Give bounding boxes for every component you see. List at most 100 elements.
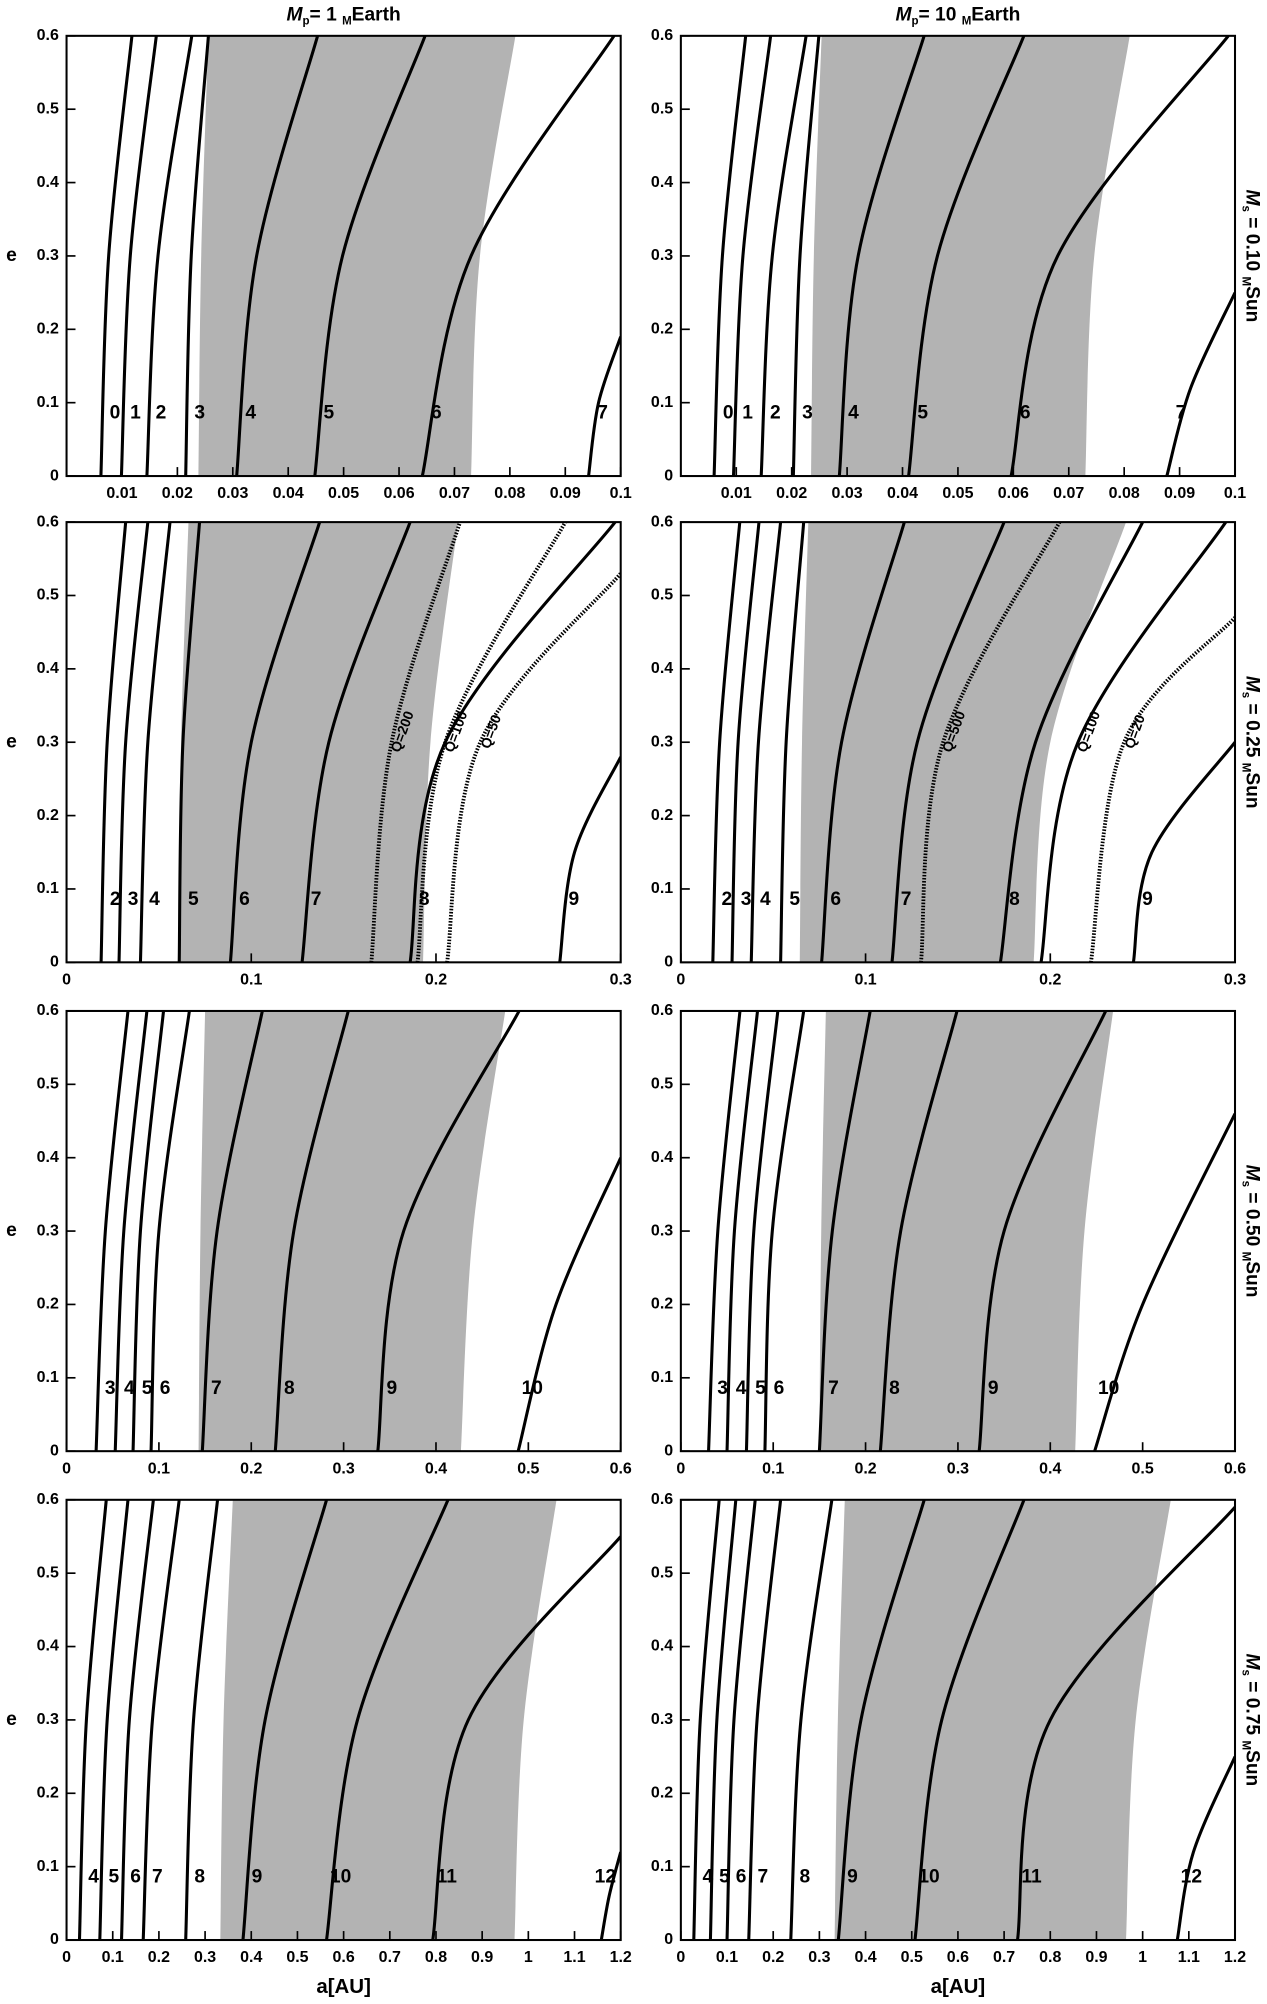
row-label: Ms = 0.10 MSun bbox=[1240, 190, 1263, 323]
contour-line bbox=[408, 522, 617, 963]
contour-line bbox=[587, 336, 621, 477]
contour-line bbox=[913, 1499, 1026, 1941]
y-tick-label: 0.5 bbox=[651, 1076, 673, 1093]
y-tick-label: 0.1 bbox=[651, 1369, 673, 1386]
x-tick-label: 0.04 bbox=[887, 485, 918, 502]
plot-area bbox=[99, 35, 621, 477]
contour-label: 5 bbox=[324, 403, 335, 424]
y-tick-label: 0.4 bbox=[37, 660, 59, 677]
habitable-zone bbox=[198, 1010, 506, 1452]
x-tick-label: 0.6 bbox=[947, 1949, 969, 1966]
contour-line bbox=[117, 522, 150, 963]
x-tick-label: 0.5 bbox=[286, 1949, 308, 1966]
contour-line bbox=[131, 1010, 166, 1452]
contour-line bbox=[119, 35, 158, 477]
y-tick-label: 0.6 bbox=[37, 513, 59, 530]
row-label-part: s bbox=[1240, 1670, 1252, 1676]
y-tick-label: 0.2 bbox=[37, 1784, 59, 1801]
contour-line bbox=[836, 1499, 926, 1941]
y-tick-label: 0.6 bbox=[37, 27, 59, 44]
row-label: Ms = 0.25 MSun bbox=[1240, 676, 1263, 809]
contour-line bbox=[711, 522, 742, 963]
x-tick-label: 0.6 bbox=[1224, 1460, 1246, 1477]
x-tick-label: 0.6 bbox=[610, 1460, 632, 1477]
column-title-part: Earth bbox=[971, 4, 1020, 25]
contour-label: 7 bbox=[757, 1867, 768, 1888]
contour-label: 8 bbox=[194, 1867, 205, 1888]
x-tick-label: 0.3 bbox=[194, 1949, 216, 1966]
y-axis-label: e bbox=[6, 245, 17, 266]
y-tick-label: 0.2 bbox=[651, 321, 673, 338]
y-tick-label: 0 bbox=[50, 467, 59, 484]
y-tick-label: 0 bbox=[50, 1931, 59, 1948]
x-tick-label: 0.02 bbox=[162, 485, 193, 502]
x-tick-label: 0.3 bbox=[333, 1460, 355, 1477]
contour-line bbox=[763, 1010, 806, 1452]
q-label: Q=100 bbox=[1074, 709, 1104, 755]
x-tick-label: 0.1 bbox=[240, 971, 262, 988]
y-tick-label: 0 bbox=[664, 1442, 673, 1459]
y-tick-label: 0.6 bbox=[651, 1491, 673, 1508]
contour-line bbox=[1175, 1755, 1236, 1941]
contour-label: 4 bbox=[736, 1378, 747, 1399]
plot-area bbox=[707, 1010, 1236, 1452]
q-curve bbox=[445, 572, 621, 963]
contour-label: 4 bbox=[245, 403, 256, 424]
contour-label: 2 bbox=[770, 403, 781, 424]
y-tick-label: 0.2 bbox=[651, 1784, 673, 1801]
panel: 4 5 6 7 8 9 10 11 120 0.1 0.2 0.3 0.4 0.5 0.6 0.7 0.8 0.9… bbox=[6, 1491, 632, 1998]
contour-line bbox=[599, 1851, 621, 1941]
contour-label: 4 bbox=[88, 1867, 99, 1888]
x-tick-label: 0.08 bbox=[1109, 485, 1140, 502]
y-tick-label: 0.5 bbox=[651, 587, 673, 604]
habitable-zone bbox=[198, 35, 516, 477]
x-tick-label: 1.1 bbox=[1178, 1949, 1200, 1966]
contour-label: 6 bbox=[431, 403, 442, 424]
contour-label: 7 bbox=[152, 1867, 163, 1888]
x-tick-label: 0.1 bbox=[148, 1460, 170, 1477]
row-label-part: s bbox=[1240, 206, 1252, 212]
x-tick-label: 0 bbox=[676, 1460, 685, 1477]
x-tick-label: 0.1 bbox=[1224, 485, 1246, 502]
x-tick-label: 0.5 bbox=[901, 1949, 923, 1966]
contour-label: 0 bbox=[110, 403, 121, 424]
y-tick-label: 0 bbox=[50, 1442, 59, 1459]
contour-label: 2 bbox=[722, 889, 733, 910]
contour-line bbox=[730, 522, 761, 963]
x-tick-label: 0.7 bbox=[993, 1949, 1015, 1966]
contour-label: 5 bbox=[109, 1867, 120, 1888]
x-tick-label: 0.9 bbox=[1085, 1949, 1107, 1966]
x-tick-label: 0.03 bbox=[217, 485, 248, 502]
x-tick-label: 1.1 bbox=[563, 1949, 585, 1966]
contour-label: 3 bbox=[105, 1378, 116, 1399]
plot-area bbox=[99, 522, 621, 963]
x-tick-label: 1.2 bbox=[610, 1949, 632, 1966]
contour-line bbox=[907, 35, 1026, 477]
contour-line bbox=[177, 522, 202, 963]
contour-label: 5 bbox=[789, 889, 800, 910]
contour-line bbox=[200, 1010, 264, 1452]
x-axis-label: a[AU] bbox=[316, 1975, 371, 1998]
plot-frame bbox=[65, 521, 622, 964]
contour-label: 3 bbox=[741, 889, 752, 910]
habitable-zone bbox=[834, 1499, 1171, 1941]
contour-line bbox=[749, 522, 783, 963]
contour-label: 5 bbox=[188, 889, 199, 910]
contour-label: 5 bbox=[719, 1867, 730, 1888]
y-tick-label: 0 bbox=[664, 467, 673, 484]
contour-line bbox=[759, 35, 808, 477]
contour-label: 10 bbox=[522, 1378, 543, 1399]
contour-label: 9 bbox=[252, 1867, 263, 1888]
column-title-part: M bbox=[962, 15, 972, 27]
contour-label: 4 bbox=[703, 1867, 714, 1888]
contour-label: 12 bbox=[1181, 1867, 1202, 1888]
contour-line bbox=[977, 1010, 1108, 1452]
contour-line bbox=[731, 35, 773, 477]
contour-line bbox=[77, 1499, 108, 1941]
contour-label: 9 bbox=[988, 1378, 999, 1399]
y-tick-label: 0.2 bbox=[37, 1296, 59, 1313]
y-tick-label: 0.5 bbox=[37, 100, 59, 117]
contour-label: 4 bbox=[124, 1378, 135, 1399]
row-label-part: s bbox=[1240, 1181, 1252, 1187]
